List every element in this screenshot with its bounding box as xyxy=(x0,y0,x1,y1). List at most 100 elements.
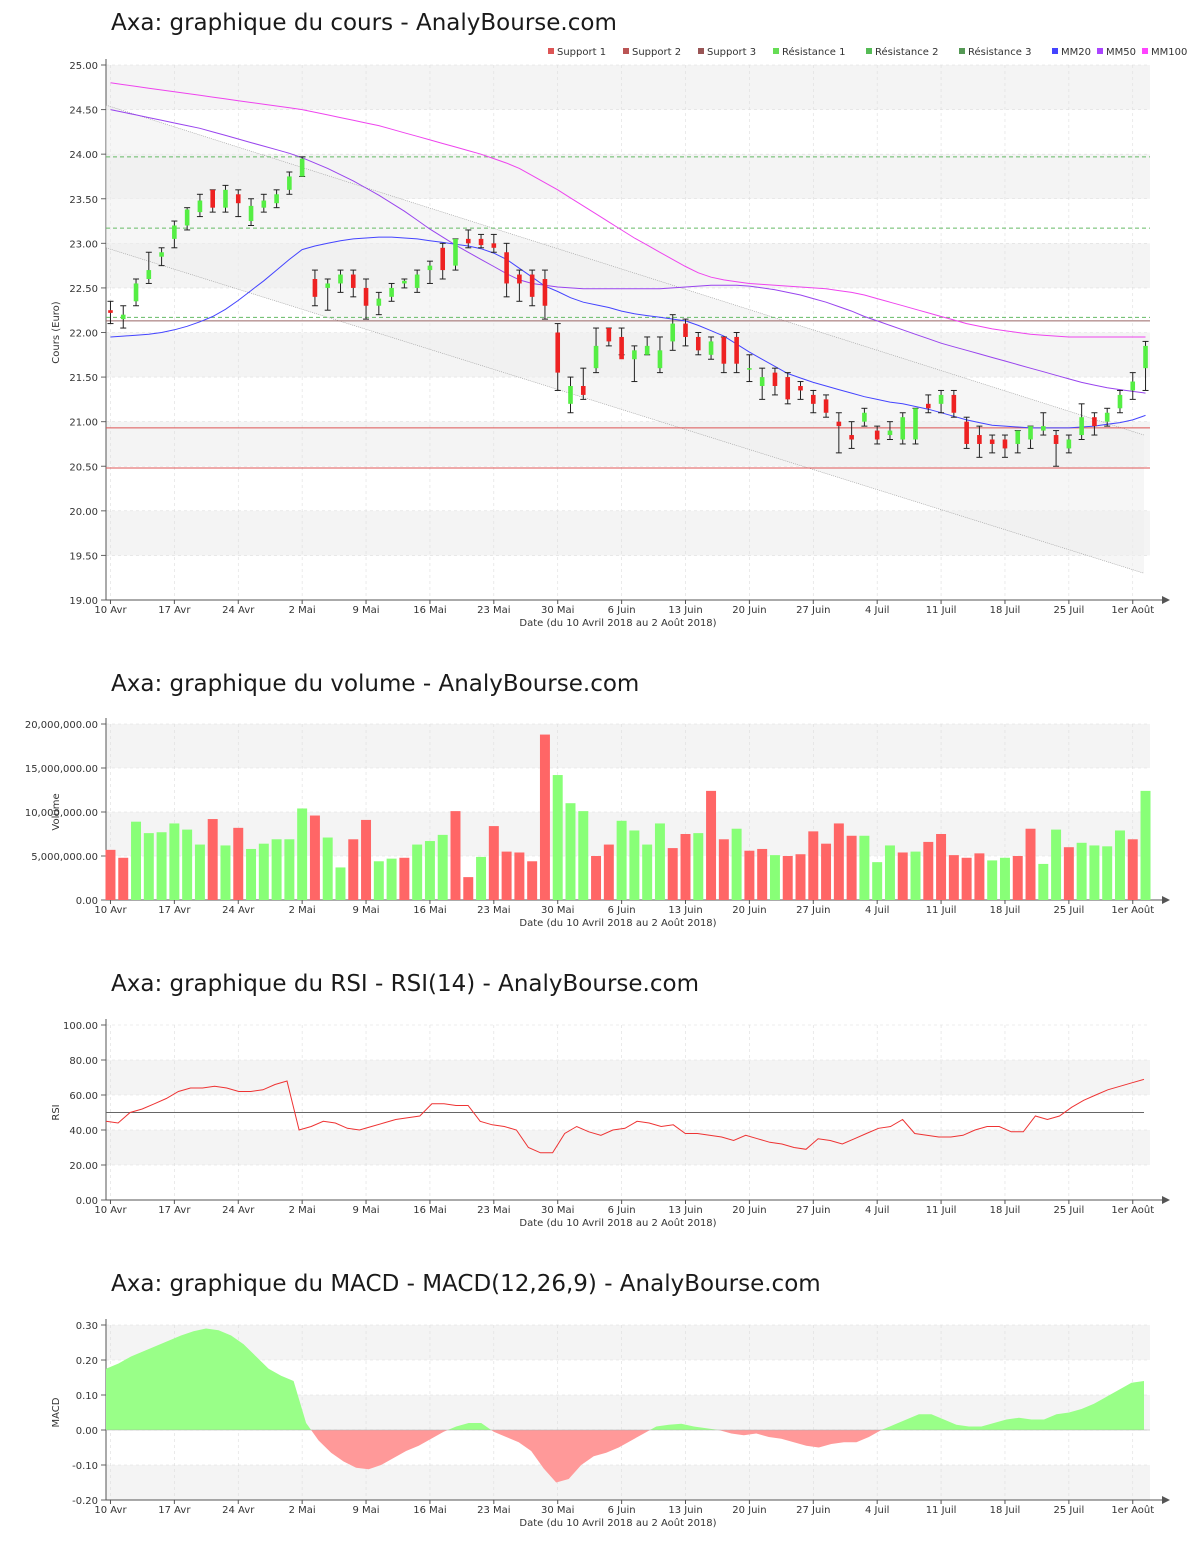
rsi-chart: 0.00 20.00 40.00 60.00 80.00 100.00 10 Avr 17 A… xyxy=(51,1019,1170,1229)
volume-bar-down xyxy=(948,855,959,900)
y-tick-label: 24.50 xyxy=(69,106,98,117)
y-tick-label: 23.00 xyxy=(69,239,98,250)
x-tick-label: 18 Juil xyxy=(990,1205,1021,1216)
candle-down xyxy=(465,238,471,244)
x-tick-label: 13 Juin xyxy=(668,1505,702,1516)
volume-bar-up xyxy=(424,841,435,900)
candle-down xyxy=(925,403,931,409)
volume-bar-up xyxy=(1051,829,1062,900)
candle-down xyxy=(210,189,216,208)
volume-bar-up xyxy=(629,830,640,900)
legend-swatch xyxy=(959,48,965,54)
volume-bar-up xyxy=(271,839,282,900)
candle-down xyxy=(312,279,318,297)
candle-down xyxy=(772,372,778,386)
candle-up xyxy=(453,238,458,266)
x-tick-label: 13 Juin xyxy=(668,605,702,616)
volume-bar-up xyxy=(386,858,397,900)
volume-bar-up xyxy=(1140,790,1151,900)
x-tick-label: 30 Mai xyxy=(541,1205,574,1216)
volume-bar-down xyxy=(1063,847,1074,900)
x-tick-label: 17 Avr xyxy=(158,1205,191,1216)
x-tick-label: 23 Mai xyxy=(477,605,510,616)
volume-bar-down xyxy=(923,841,934,900)
candle-up xyxy=(1066,439,1072,449)
y-axis-label: Volume xyxy=(51,793,62,830)
legend-label: Résistance 3 xyxy=(968,46,1031,58)
volume-bar-up xyxy=(1076,842,1087,900)
candle-down xyxy=(517,274,522,284)
legend-label: MM20 xyxy=(1061,47,1091,58)
candle-down xyxy=(785,377,791,400)
candle-up xyxy=(900,417,906,440)
legend-label: Support 3 xyxy=(707,47,756,58)
mm100-line xyxy=(110,82,1146,338)
x-tick-label: 10 Avr xyxy=(94,1505,127,1516)
volume-bar-down xyxy=(808,831,819,900)
x-tick-label: 10 Avr xyxy=(94,1205,127,1216)
y-tick-label: 24.00 xyxy=(69,150,98,161)
candle-down xyxy=(478,238,484,246)
volume-chart: 0.00 5,000,000.00 10,000,000.00 15,000,000.… xyxy=(25,718,1170,929)
volume-bar-down xyxy=(207,819,218,900)
volume-bar-down xyxy=(591,856,602,900)
volume-bar-up xyxy=(322,837,333,900)
x-tick-label: 4 Juil xyxy=(865,1505,889,1516)
legend-label: Support 2 xyxy=(632,47,681,58)
x-tick-label: 24 Avr xyxy=(222,1205,255,1216)
volume-bar-down xyxy=(309,815,320,900)
candle-up xyxy=(568,386,573,404)
volume-bar-down xyxy=(667,848,678,900)
candle-down xyxy=(1002,439,1008,449)
y-tick-label: 60.00 xyxy=(69,1091,98,1102)
volume-bar-down xyxy=(514,852,525,900)
x-tick-label: 13 Juin xyxy=(668,1205,702,1216)
macd-area-negative xyxy=(718,1430,882,1448)
candle-down xyxy=(108,310,113,313)
macd-area-positive xyxy=(881,1381,1144,1430)
x-tick-label: 4 Juil xyxy=(865,905,889,916)
volume-bar-up xyxy=(769,855,780,900)
macd-area-positive xyxy=(650,1423,719,1430)
x-tick-label: 1er Août xyxy=(1111,604,1154,616)
volume-bar-up xyxy=(373,861,384,900)
candle-down xyxy=(823,399,829,413)
volume-bar-down xyxy=(795,854,806,900)
candle-up xyxy=(1104,412,1110,422)
candle-down xyxy=(695,336,701,351)
candle-up xyxy=(389,287,394,297)
y-tick-label: 0.10 xyxy=(76,1391,98,1402)
x-tick-label: 25 Juil xyxy=(1053,605,1084,616)
volume-bar-up xyxy=(565,803,576,900)
volume-bar-up xyxy=(412,844,423,900)
candle-down xyxy=(619,336,624,360)
candle-down xyxy=(721,336,727,364)
y-tick-label: 23.50 xyxy=(69,195,98,206)
candle-up xyxy=(402,280,407,284)
y-tick-label: 19.50 xyxy=(69,551,98,562)
candle-down xyxy=(874,430,880,440)
grid-band xyxy=(106,1130,1150,1165)
channel-upper-line xyxy=(105,104,1145,436)
candle-down xyxy=(734,336,739,364)
y-tick-label: 0.00 xyxy=(76,896,98,907)
x-tick-label: 2 Mai xyxy=(289,1505,316,1516)
y-tick-label: 40.00 xyxy=(69,1126,98,1137)
volume-bar-up xyxy=(884,845,895,900)
y-tick-label: 0.00 xyxy=(76,1426,98,1437)
candle-up xyxy=(938,394,944,404)
volume-bar-up xyxy=(258,843,269,900)
volume-bar-up xyxy=(578,811,589,900)
candle-up xyxy=(261,200,267,208)
x-tick-label: 27 Juin xyxy=(796,1205,830,1216)
price-chart: 19.00 19.50 20.00 20.50 21.00 21.50 22.00 22.50… xyxy=(51,46,1187,629)
candle-down xyxy=(951,394,957,413)
volume-bar-down xyxy=(757,848,768,900)
volume-bar-up xyxy=(169,823,180,900)
y-tick-label: 10,000,000.00 xyxy=(25,808,98,819)
x-tick-label: 11 Juil xyxy=(926,1205,957,1216)
x-tick-label: 9 Mai xyxy=(353,1205,380,1216)
volume-bar-down xyxy=(718,839,729,900)
y-tick-label: 20.00 xyxy=(69,507,98,518)
volume-bar-up xyxy=(987,860,998,900)
